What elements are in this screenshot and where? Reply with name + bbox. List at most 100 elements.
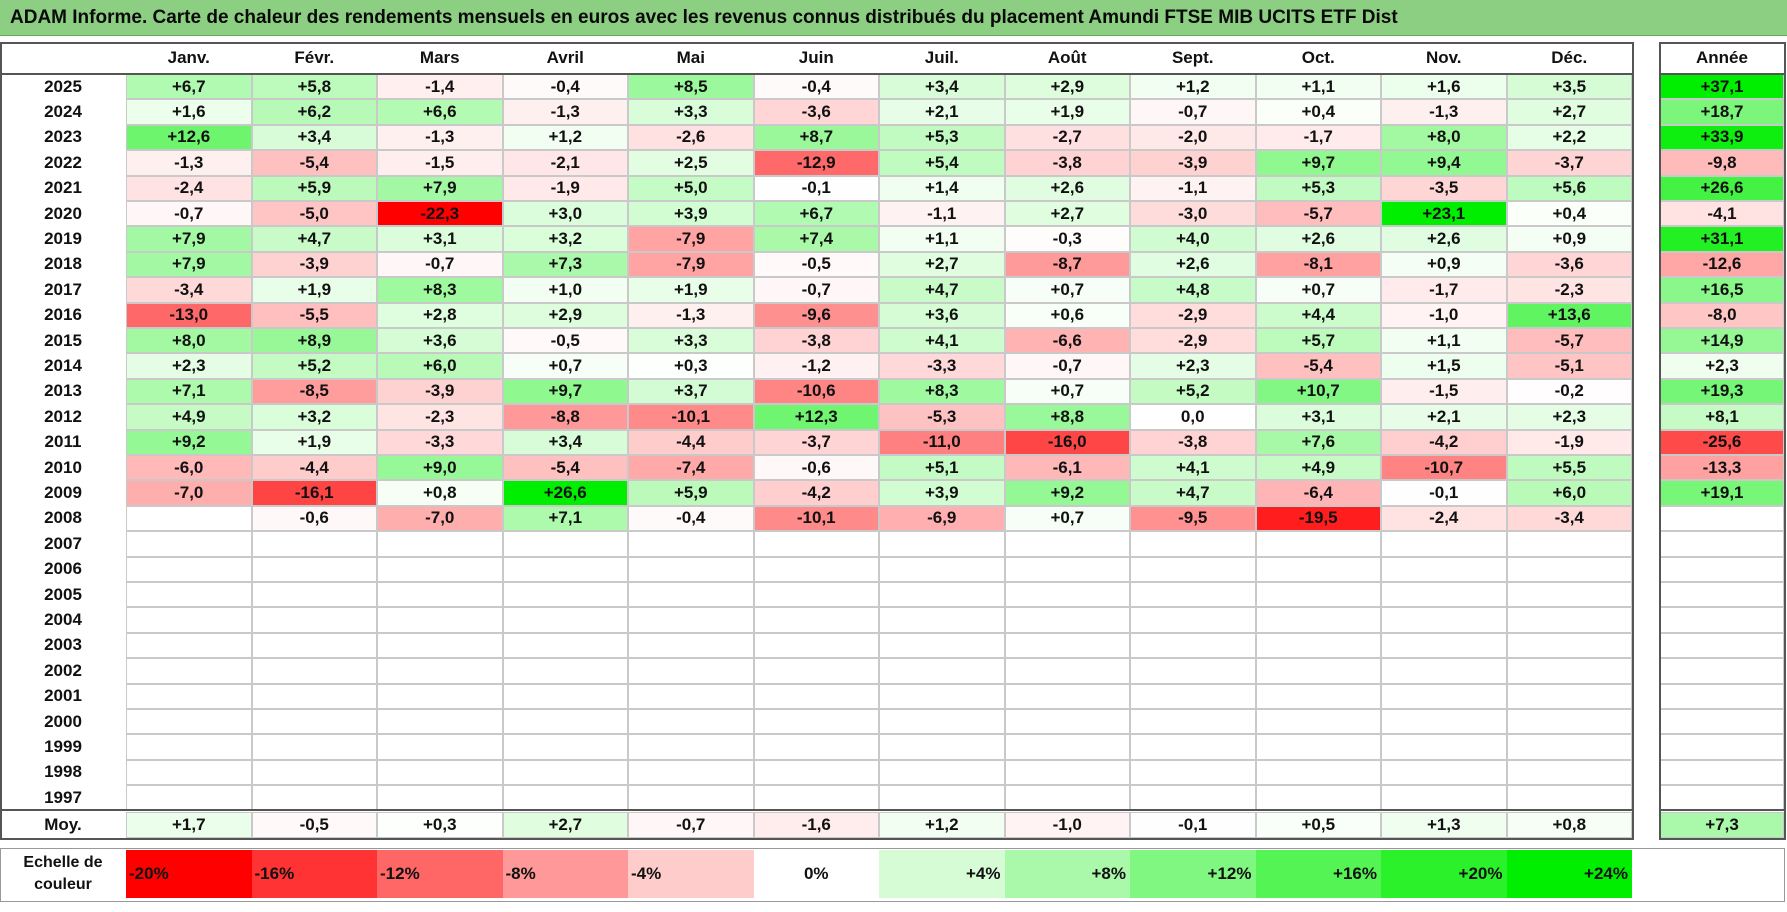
heatmap-cell: +6,7 [753, 201, 879, 227]
heatmap-cell: +1,9 [628, 277, 754, 303]
annual-cell [1660, 505, 1784, 532]
heatmap-cell [1381, 785, 1507, 811]
average-cell: -0,1 [1130, 812, 1256, 838]
heatmap-cell: +2,1 [879, 99, 1005, 125]
heatmap-cell: -10,6 [753, 378, 879, 405]
legend-swatch: -16% [251, 850, 377, 898]
heatmap-cell [753, 658, 879, 684]
heatmap-cell: -19,5 [1255, 505, 1381, 532]
heatmap-cell [1004, 734, 1130, 760]
heatmap-cell: -7,9 [628, 226, 754, 252]
heatmap-cell: +8,8 [1004, 404, 1130, 430]
heatmap-cell: -6,1 [1004, 455, 1130, 481]
heatmap-cell [1130, 556, 1256, 582]
average-cell: -1,0 [1004, 812, 1130, 838]
legend-swatch: -20% [126, 850, 252, 898]
heatmap-cell [879, 759, 1005, 786]
heatmap-cell: +4,4 [1255, 302, 1381, 328]
heatmap-cell: -10,1 [628, 404, 754, 430]
heatmap-cell [753, 785, 879, 811]
heatmap-cell [753, 709, 879, 735]
heatmap-cell: +7,6 [1255, 429, 1381, 455]
heatmap-cell [879, 709, 1005, 735]
heatmap-cell: -1,2 [753, 353, 879, 379]
heatmap-cell: -0,7 [753, 277, 879, 303]
heatmap-cell [628, 531, 754, 557]
heatmap-cell [1004, 582, 1130, 608]
heatmap-cell: +6,0 [1506, 480, 1632, 506]
heatmap-cell: +4,7 [1130, 480, 1256, 506]
heatmap-cell: -3,0 [1130, 201, 1256, 227]
heatmap-cell [126, 709, 252, 735]
heatmap-cell: +1,9 [251, 277, 377, 303]
heatmap-cell: -1,3 [628, 302, 754, 328]
heatmap-cell: +5,3 [1255, 175, 1381, 201]
annual-cell: +19,3 [1660, 378, 1784, 405]
heatmap-cell [377, 658, 503, 684]
heatmap-cell [126, 531, 252, 557]
heatmap-cell: +2,6 [1255, 226, 1381, 252]
year-label: 2022 [44, 152, 82, 172]
year-label: 2020 [44, 203, 82, 223]
heatmap-cell: -0,1 [753, 175, 879, 201]
heatmap-cell [1381, 556, 1507, 582]
heatmap-cell: +3,2 [502, 226, 628, 252]
heatmap-cell: -0,5 [502, 328, 628, 354]
heatmap-cell: +2,1 [1381, 404, 1507, 430]
heatmap-cell: -11,0 [879, 429, 1005, 455]
heatmap-cell: -0,7 [377, 251, 503, 278]
heatmap-cell: -8,1 [1255, 251, 1381, 278]
legend-swatch: +4% [879, 850, 1005, 898]
heatmap-cell: -2,3 [1506, 277, 1632, 303]
heatmap-cell: +5,4 [879, 150, 1005, 176]
heatmap-cell: -5,4 [1255, 353, 1381, 379]
heatmap-cell: +7,9 [126, 226, 252, 252]
heatmap-cell: -5,5 [251, 302, 377, 328]
heatmap-cell [502, 658, 628, 684]
annual-cell: +16,5 [1660, 277, 1784, 303]
heatmap-cell: -0,6 [251, 505, 377, 532]
heatmap-cell: +5,9 [628, 480, 754, 506]
heatmap-cell: +7,4 [753, 226, 879, 252]
heatmap-cell: 0,0 [1130, 404, 1256, 430]
heatmap-cell: +3,1 [1255, 404, 1381, 430]
average-cell: -0,7 [628, 812, 754, 838]
heatmap-cell: +7,9 [377, 175, 503, 201]
year-label: 2005 [44, 584, 82, 604]
month-header: Déc. [1551, 47, 1588, 67]
heatmap-cell: +2,9 [1004, 74, 1130, 100]
heatmap-cell [879, 785, 1005, 811]
heatmap-cell [502, 785, 628, 811]
heatmap-cell: -3,6 [1506, 251, 1632, 278]
heatmap-cell: -1,0 [1381, 302, 1507, 328]
heatmap-cell: +2,7 [1004, 201, 1130, 227]
heatmap-cell: +3,9 [879, 480, 1005, 506]
heatmap-cell [1130, 582, 1256, 608]
legend-swatch: +24% [1506, 850, 1632, 898]
heatmap-cell [1255, 709, 1381, 735]
chart-title: ADAM Informe. Carte de chaleur des rende… [10, 7, 1398, 28]
heatmap-cell: -9,6 [753, 302, 879, 328]
heatmap-cell: +8,0 [126, 328, 252, 354]
heatmap-cell [1255, 607, 1381, 633]
heatmap-cell [1255, 759, 1381, 786]
heatmap-cell: -5,0 [251, 201, 377, 227]
heatmap-cell: -3,4 [126, 277, 252, 303]
legend-swatch: -8% [502, 850, 628, 898]
heatmap-cell: -22,3 [377, 201, 503, 227]
heatmap-cell: -0,1 [1381, 480, 1507, 506]
heatmap-cell [502, 582, 628, 608]
heatmap-cell: +5,1 [879, 455, 1005, 481]
heatmap-cell: +5,8 [251, 74, 377, 100]
heatmap-cell: +3,3 [628, 99, 754, 125]
heatmap-cell: +3,0 [502, 201, 628, 227]
heatmap-cell: +1,6 [126, 99, 252, 125]
heatmap-cell: +4,7 [879, 277, 1005, 303]
heatmap-cell: +3,6 [879, 302, 1005, 328]
heatmap-cell: -3,5 [1381, 175, 1507, 201]
heatmap-cell [251, 759, 377, 786]
heatmap-cell: +26,6 [502, 480, 628, 506]
month-header: Juil. [924, 47, 959, 67]
annual-cell: -12,6 [1660, 251, 1784, 278]
